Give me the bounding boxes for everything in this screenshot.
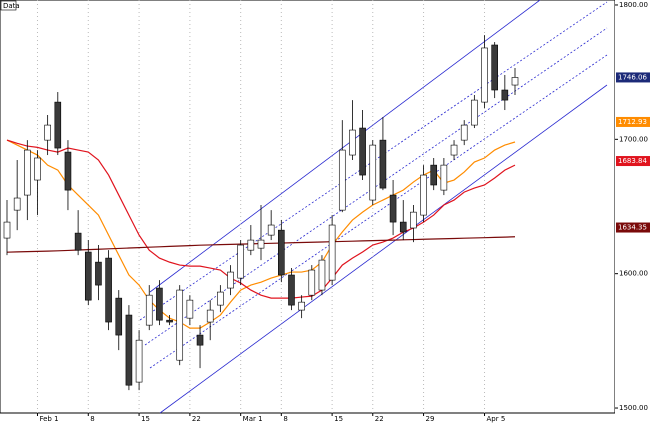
candle-body — [125, 314, 133, 386]
candle-body — [328, 224, 336, 281]
candle-body — [359, 127, 366, 176]
candle-body — [501, 89, 509, 101]
candle-body — [288, 274, 295, 306]
x-tick-label: 15 — [141, 415, 150, 423]
candle-body — [349, 129, 356, 156]
series-label: Data — [3, 2, 20, 10]
candle-body — [135, 339, 143, 383]
candle-body — [206, 309, 214, 323]
value-box-label: 1634.35 — [618, 224, 647, 232]
candle-body — [318, 259, 326, 291]
candle-body — [450, 144, 458, 156]
value-box — [616, 116, 650, 127]
channel-upper — [149, 0, 541, 293]
plot-area — [0, 0, 616, 414]
value-box-label: 1683.84 — [618, 157, 647, 165]
candle-body — [3, 221, 11, 239]
candle-body — [227, 271, 234, 289]
candle-body — [511, 77, 519, 86]
candle-body — [471, 99, 478, 126]
y-tick-label: 1700.00 — [619, 135, 648, 143]
candle-body — [440, 164, 448, 191]
candle-body — [74, 232, 82, 251]
candle-body — [95, 261, 102, 286]
candle-body — [166, 319, 173, 323]
x-tick-label: Apr 5 — [487, 415, 506, 423]
x-tick-label: 22 — [375, 415, 384, 423]
candle-body — [13, 197, 21, 211]
x-tick-label: 29 — [426, 415, 435, 423]
candle-body — [115, 297, 123, 336]
candle-body — [338, 149, 346, 211]
x-tick-label: 8 — [90, 415, 94, 423]
candle-body — [217, 291, 224, 306]
x-tick-label: 8 — [283, 415, 287, 423]
candle-body — [399, 221, 407, 233]
candle-body — [247, 239, 255, 251]
candle-body — [420, 174, 427, 216]
moving-average — [6, 139, 516, 329]
candle-body — [460, 124, 468, 141]
candle-body — [196, 334, 204, 346]
candle-body — [379, 139, 387, 189]
candle-body — [369, 144, 377, 201]
candle-body — [64, 151, 72, 191]
candle-body — [186, 299, 194, 319]
candle-body — [84, 251, 92, 301]
value-box — [616, 72, 650, 83]
candle-body — [308, 269, 316, 296]
candle-body — [105, 257, 112, 323]
candle-body — [298, 301, 305, 311]
value-box — [616, 156, 650, 167]
candle-body — [44, 124, 51, 141]
x-tick-label: 22 — [192, 415, 201, 423]
label-box — [0, 0, 17, 11]
price-axis — [615, 0, 650, 423]
candle-body — [34, 157, 41, 181]
candle-body — [156, 287, 163, 321]
candle-body — [430, 164, 438, 186]
candle-body — [410, 211, 417, 229]
moving-average — [6, 139, 516, 299]
candle-body — [481, 47, 488, 103]
y-tick-label: 1600.00 — [619, 270, 648, 278]
value-box-label: 1746.06 — [618, 73, 647, 81]
y-tick-label: 1500.00 — [619, 404, 648, 412]
x-tick-label: Mar 1 — [243, 415, 263, 423]
x-tick-label: Feb 1 — [39, 415, 58, 423]
candle-body — [491, 44, 498, 91]
candle-body — [389, 194, 397, 223]
value-box-label: 1712.93 — [618, 118, 647, 126]
candle-body — [257, 239, 265, 249]
value-box — [616, 222, 650, 233]
channel-lower — [159, 84, 608, 414]
candle-body — [24, 149, 31, 196]
candle-body — [176, 289, 184, 361]
candle-body — [237, 244, 244, 279]
candle-body — [267, 224, 275, 236]
channel-dashed — [149, 54, 608, 369]
candle-body — [145, 294, 153, 326]
y-tick-label: 1800.00 — [619, 1, 648, 9]
x-tick-label: 15 — [334, 415, 343, 423]
candle-body — [278, 229, 285, 276]
candle-body — [54, 101, 62, 149]
